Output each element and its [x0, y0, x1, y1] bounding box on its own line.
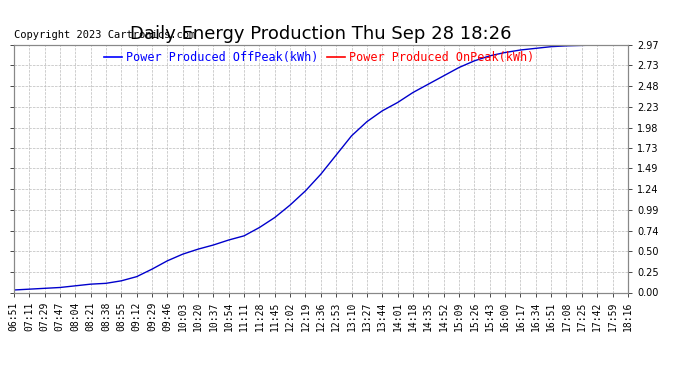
Legend: Power Produced OffPeak(kWh), Power Produced OnPeak(kWh): Power Produced OffPeak(kWh), Power Produ… — [99, 46, 539, 68]
Title: Daily Energy Production Thu Sep 28 18:26: Daily Energy Production Thu Sep 28 18:26 — [130, 26, 511, 44]
Text: Copyright 2023 Cartronics.com: Copyright 2023 Cartronics.com — [14, 30, 195, 40]
